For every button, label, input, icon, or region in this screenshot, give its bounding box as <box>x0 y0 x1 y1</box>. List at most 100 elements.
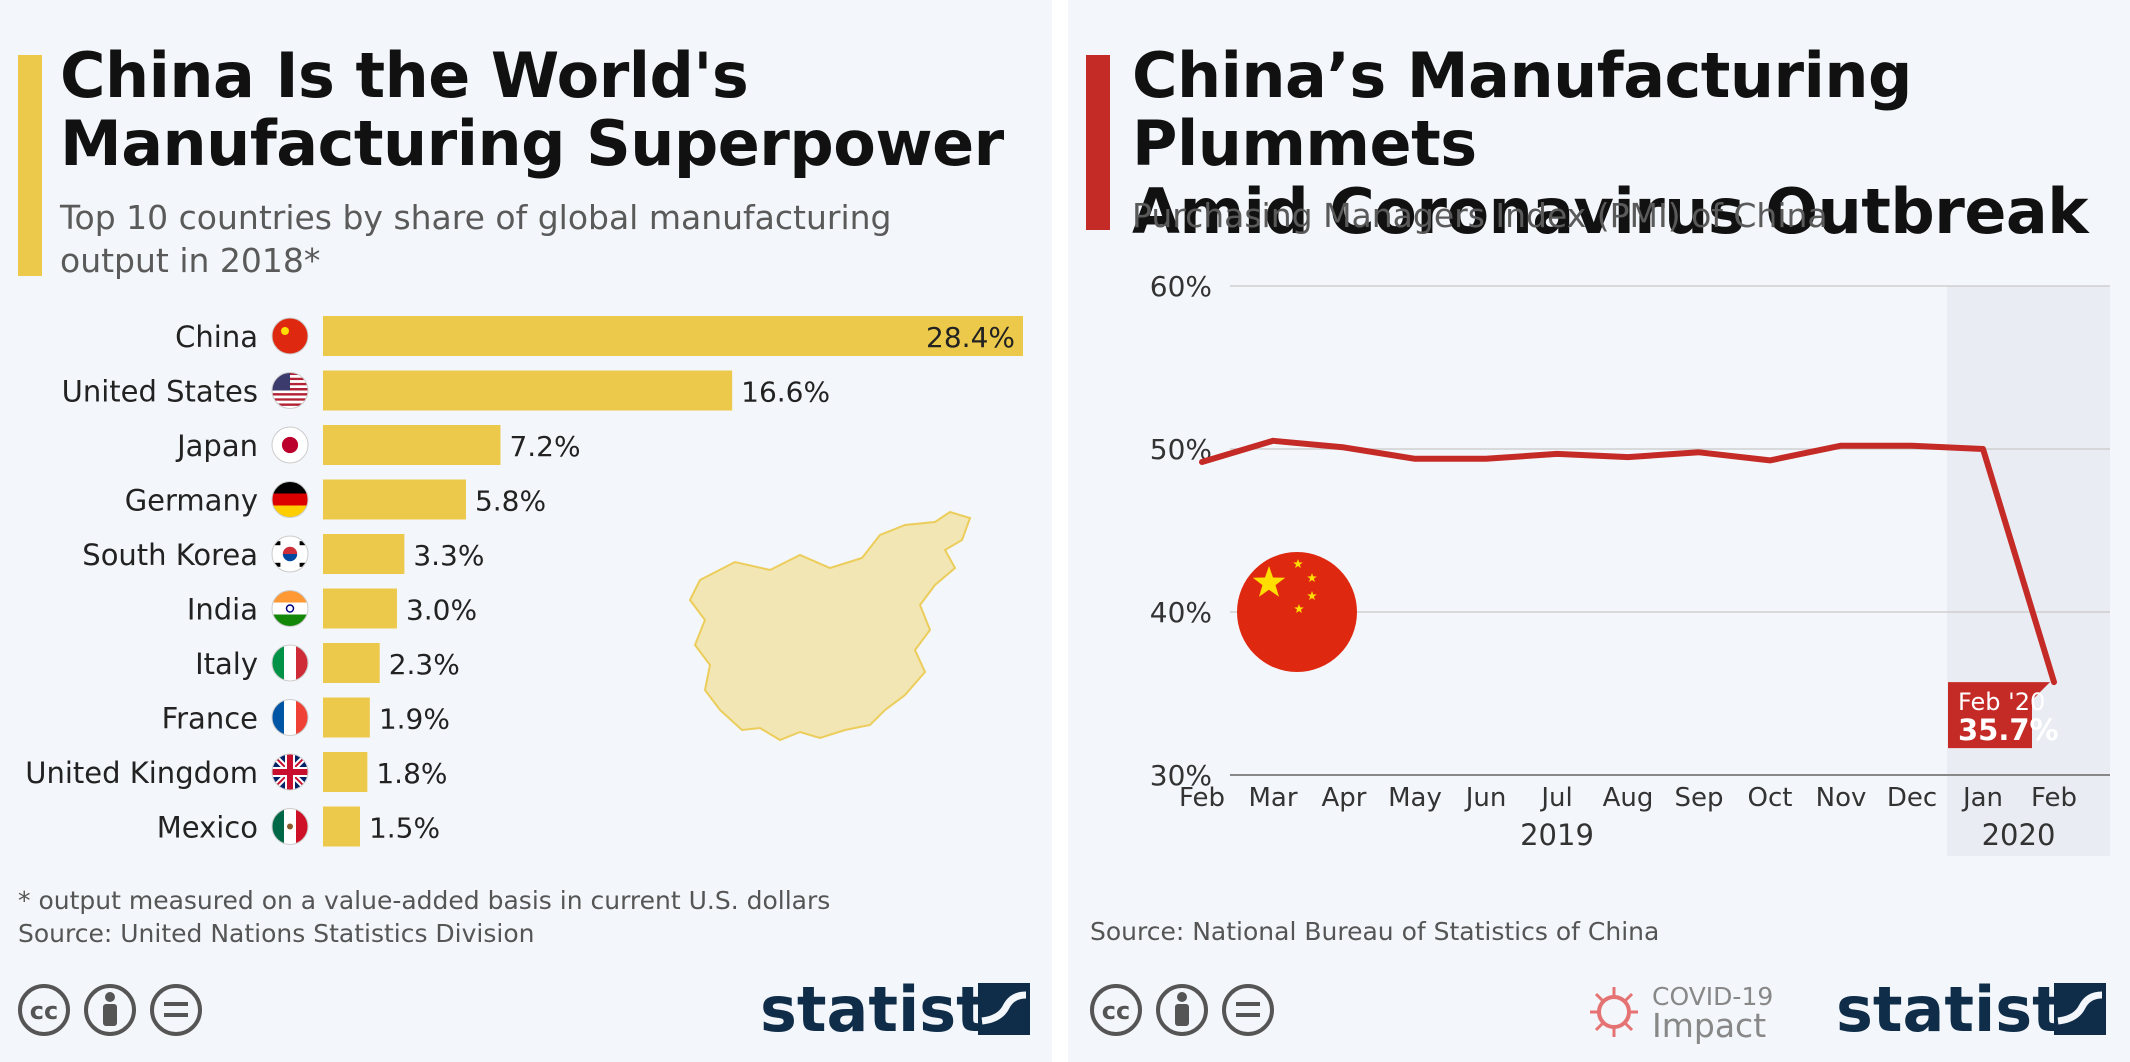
value-label: 5.8% <box>475 485 546 518</box>
right-subtitle: Purchasing Managers Index (PMI) of China <box>1132 196 1828 235</box>
bar <box>323 588 397 629</box>
x-tick-label: Jul <box>1539 783 1572 813</box>
right-title-line-2: Amid Coronavirus Outbreak <box>1132 175 2088 248</box>
value-label: 28.4% <box>926 321 1015 354</box>
x-tick-label: Jun <box>1464 783 1507 813</box>
country-label: Italy <box>195 647 258 681</box>
x-tick-label: Jan <box>1961 783 2003 813</box>
statista-logo[interactable]: statista <box>760 975 1032 1045</box>
covid-label: COVID-19 <box>1652 982 1773 1011</box>
bar <box>323 316 1023 356</box>
germany-flag-icon <box>271 481 309 518</box>
x-tick-label: May <box>1388 783 1442 813</box>
impact-label: Impact <box>1652 1006 1766 1045</box>
bar <box>323 370 733 411</box>
statista-mark-icon <box>2054 983 2106 1035</box>
left-title: China Is the World's Manufacturing Super… <box>60 42 1004 178</box>
us-flag-icon <box>271 372 309 409</box>
country-label: Mexico <box>157 811 258 845</box>
uk-flag-icon <box>271 753 309 791</box>
svg-text:cc: cc <box>30 997 58 1025</box>
x-tick-label: Feb <box>2031 783 2077 813</box>
y-tick-label: 30% <box>1150 759 1212 792</box>
creative-commons-license[interactable]: cc <box>18 982 208 1042</box>
title-accent-bar <box>1086 55 1110 230</box>
callout-date-label: Feb '20 <box>1958 688 2045 716</box>
value-label: 2.3% <box>389 648 460 681</box>
source-note: Source: National Bureau of Statistics of… <box>1090 917 1660 946</box>
bar <box>323 479 466 520</box>
mexico-flag-icon <box>271 808 309 845</box>
cc-icon: cc <box>1090 984 1142 1036</box>
x-tick-label: Sep <box>1674 783 1723 813</box>
x-tick-label: Nov <box>1816 783 1867 813</box>
year-label: 2020 <box>1982 818 2056 852</box>
right-infographic-panel: China’s Manufacturing Plummets Amid Coro… <box>1068 0 2130 1062</box>
italy-flag-icon <box>271 644 309 682</box>
year-label: 2019 <box>1520 818 1594 852</box>
virus-icon <box>1590 987 1638 1037</box>
left-title-line-2: Manufacturing Superpower <box>60 107 1004 180</box>
india-flag-icon <box>271 590 309 627</box>
no-derivatives-icon <box>150 984 202 1036</box>
no-derivatives-icon <box>1222 984 1274 1036</box>
y-tick-label: 60% <box>1150 270 1212 303</box>
bar <box>323 697 370 738</box>
footnote: * output measured on a value-added basis… <box>18 886 831 915</box>
bar <box>323 534 405 574</box>
china-map-silhouette <box>688 510 972 742</box>
covid-impact-badge: COVID-19 Impact <box>1590 982 1773 1045</box>
manufacturing-share-bar-chart: China 28.4% United States 16.6% Japan 7.2% Ger… <box>25 316 1023 847</box>
highlight-band <box>1947 286 2110 856</box>
cc-icon: cc <box>18 984 70 1036</box>
country-label: India <box>187 593 258 627</box>
bar <box>323 806 360 847</box>
attribution-icon <box>1156 984 1208 1036</box>
country-label: South Korea <box>82 538 258 572</box>
country-label: Germany <box>125 484 258 518</box>
x-tick-label: Dec <box>1887 783 1937 813</box>
country-label: United Kingdom <box>25 756 258 790</box>
x-tick-label: Mar <box>1248 783 1297 813</box>
x-tick-label: Aug <box>1603 783 1654 813</box>
left-subtitle-line-2: output in 2018* <box>60 241 321 280</box>
pmi-line-chart: 30%40%50%60%Feb Mar Apr May Jun Jul Aug Sep Oct N… <box>1150 270 2110 856</box>
value-label: 3.0% <box>406 594 477 627</box>
value-label: 1.5% <box>369 812 440 845</box>
japan-flag-icon <box>271 426 309 464</box>
value-label: 7.2% <box>509 430 580 463</box>
statista-logo[interactable]: statista <box>1836 975 2108 1045</box>
value-label: 3.3% <box>413 539 484 572</box>
china-flag-icon <box>271 317 309 355</box>
attribution-icon <box>84 984 136 1036</box>
value-label: 1.9% <box>379 703 450 736</box>
left-infographic-panel: China Is the World's Manufacturing Super… <box>0 0 1052 1062</box>
bar <box>323 643 380 683</box>
france-flag-icon <box>271 699 309 736</box>
x-tick-label: Oct <box>1748 783 1793 813</box>
country-label: China <box>175 320 258 354</box>
bar <box>323 752 368 792</box>
south-korea-flag-icon <box>271 535 309 573</box>
statista-mark-icon <box>978 983 1030 1035</box>
creative-commons-license[interactable]: cc <box>1090 982 1280 1042</box>
value-label: 1.8% <box>376 757 447 790</box>
bar <box>323 425 501 465</box>
callout-value-label: 35.7% <box>1958 713 2059 747</box>
china-flag-icon <box>1237 552 1357 672</box>
value-label: 16.6% <box>741 376 830 409</box>
pmi-series-line <box>1199 437 2057 686</box>
source-note: Source: United Nations Statistics Divisi… <box>18 919 535 948</box>
title-accent-bar <box>18 55 42 276</box>
x-tick-label: Apr <box>1322 783 1367 813</box>
left-title-line-1: China Is the World's <box>60 39 749 112</box>
country-label: Japan <box>175 429 258 463</box>
svg-text:cc: cc <box>1102 997 1130 1025</box>
left-subtitle: Top 10 countries by share of global manu… <box>60 196 891 282</box>
left-subtitle-line-1: Top 10 countries by share of global manu… <box>60 198 892 237</box>
x-tick-label: Feb <box>1179 783 1225 813</box>
country-label: United States <box>62 375 258 409</box>
y-tick-label: 40% <box>1150 596 1212 629</box>
right-title: China’s Manufacturing Plummets Amid Coro… <box>1132 42 2130 246</box>
